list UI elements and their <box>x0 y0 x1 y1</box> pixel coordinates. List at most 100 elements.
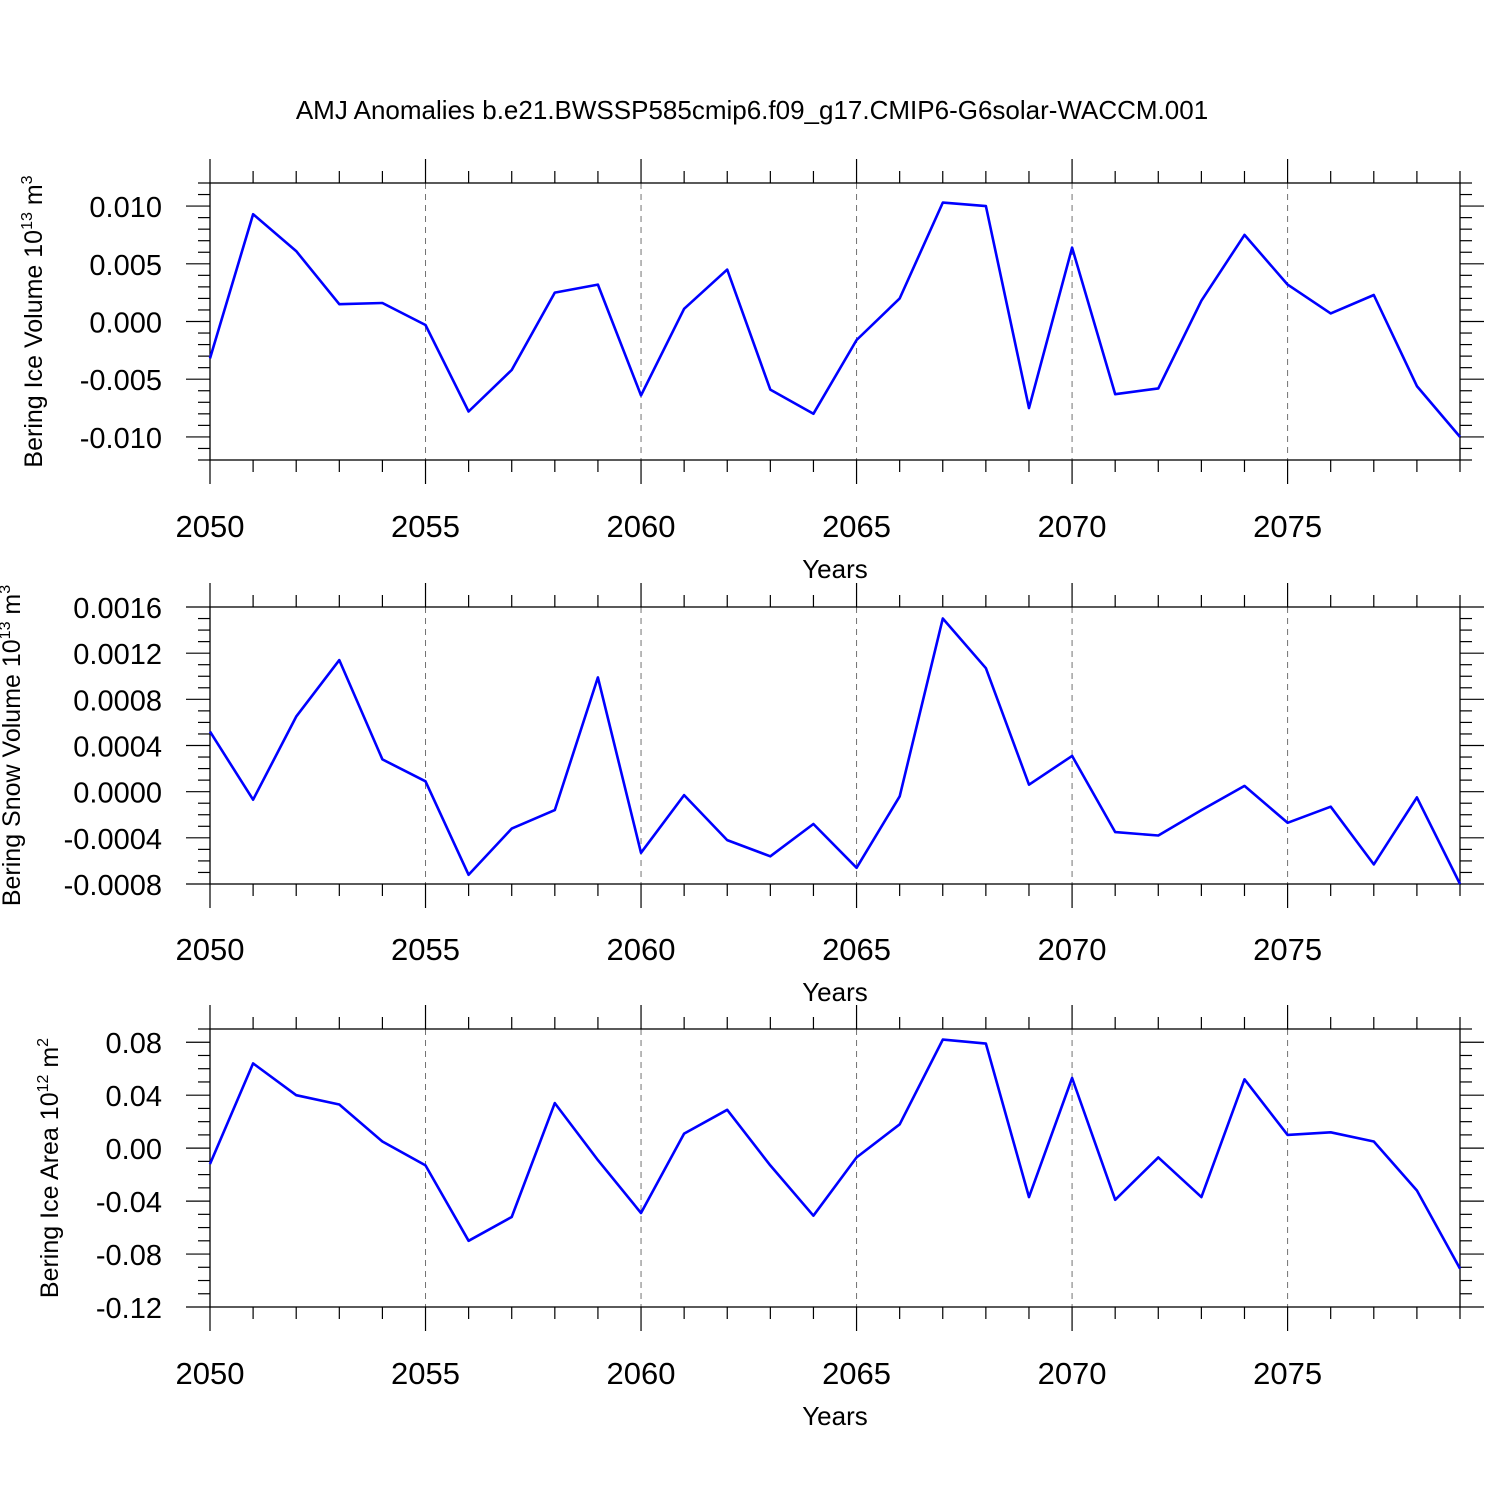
y-tick-label: 0.08 <box>106 1028 162 1060</box>
data-point <box>1286 1133 1290 1137</box>
data-point <box>596 283 600 287</box>
data-point <box>424 1163 428 1167</box>
y-tick-label: 0.000 <box>89 308 162 340</box>
y-axis-label-ylabel-unit-exp: 3 <box>19 175 36 184</box>
data-point <box>337 658 341 662</box>
data-point <box>294 249 298 253</box>
data-point <box>1415 384 1419 388</box>
data-point <box>855 866 859 870</box>
y-tick-label: -0.04 <box>96 1187 162 1219</box>
data-point <box>898 296 902 300</box>
data-point <box>553 1101 557 1105</box>
data-point <box>208 356 212 360</box>
data-point <box>941 201 945 205</box>
y-tick-label: 0.0008 <box>73 685 162 717</box>
y-axis-label-ylabel-exp: 12 <box>35 1074 52 1092</box>
x-axis-label: Years <box>802 554 868 584</box>
x-tick-label: 2060 <box>607 932 676 967</box>
data-point <box>1199 299 1203 303</box>
data-point <box>1113 830 1117 834</box>
data-point <box>424 323 428 327</box>
data-point <box>424 779 428 783</box>
x-tick-label: 2050 <box>176 1356 245 1391</box>
data-point <box>553 291 557 295</box>
data-point <box>1286 821 1290 825</box>
data-point <box>1199 808 1203 812</box>
data-point <box>1415 795 1419 799</box>
data-point <box>208 1162 212 1166</box>
y-tick-label: -0.005 <box>80 365 162 397</box>
data-point <box>811 1214 815 1218</box>
data-point <box>1329 1130 1333 1134</box>
y-axis-label-ylabel-unit-exp: 2 <box>35 1038 52 1047</box>
x-tick-label: 2050 <box>176 509 245 544</box>
plot-frame <box>209 606 1461 885</box>
data-point <box>251 1061 255 1065</box>
y-axis-label: Bering Snow Volume 1013 m3 <box>0 585 26 906</box>
data-point <box>1027 406 1031 410</box>
data-point <box>1027 1195 1031 1199</box>
data-point <box>639 851 643 855</box>
data-point <box>768 1163 772 1167</box>
data-point <box>984 666 988 670</box>
y-tick-label: -0.0004 <box>64 824 162 856</box>
x-tick-label: 2070 <box>1038 509 1107 544</box>
data-point <box>898 1122 902 1126</box>
data-point <box>467 1239 471 1243</box>
y-tick-label: -0.0008 <box>64 870 162 902</box>
x-tick-label: 2070 <box>1038 932 1107 967</box>
data-point <box>1329 805 1333 809</box>
y-axis-label-ylabel: Bering Ice Volume 10 <box>20 230 48 468</box>
data-point <box>639 1211 643 1215</box>
y-tick-label: 0.005 <box>89 250 162 282</box>
x-tick-label: 2075 <box>1253 1356 1322 1391</box>
y-tick-label: 0.0016 <box>73 593 162 625</box>
data-point <box>467 410 471 414</box>
data-point <box>984 204 988 208</box>
x-tick-label: 2075 <box>1253 932 1322 967</box>
x-tick-label: 2070 <box>1038 1356 1107 1391</box>
data-point <box>1027 783 1031 787</box>
series-line <box>208 1038 1462 1270</box>
x-tick-label: 2065 <box>822 932 891 967</box>
y-tick-label: 0.0012 <box>73 639 162 671</box>
data-point <box>1458 882 1462 886</box>
panel-3: -0.12 -0.08 -0.04 0.00 0.04 0.08 2050 2055 2060 2… <box>35 1005 1484 1431</box>
data-point <box>208 730 212 734</box>
data-point <box>596 1158 600 1162</box>
data-point <box>639 393 643 397</box>
data-point <box>855 1155 859 1159</box>
y-axis-label-ylabel-unit-exp: 3 <box>0 585 14 594</box>
data-point <box>596 675 600 679</box>
x-tick-label: 2065 <box>822 509 891 544</box>
data-point <box>768 388 772 392</box>
x-tick-label: 2065 <box>822 1356 891 1391</box>
x-axis-label: Years <box>802 1401 868 1431</box>
data-point <box>1070 1076 1074 1080</box>
plot-frame <box>209 1028 1461 1308</box>
data-point <box>510 827 514 831</box>
data-point <box>811 412 815 416</box>
data-point <box>1458 435 1462 439</box>
x-tick-label: 2060 <box>607 1356 676 1391</box>
data-point <box>725 838 729 842</box>
y-axis-label-ylabel-unit: m <box>20 184 48 212</box>
x-tick-label: 2055 <box>391 1356 460 1391</box>
data-point <box>682 307 686 311</box>
data-point <box>682 1132 686 1136</box>
data-point <box>725 1108 729 1112</box>
data-point <box>1113 1198 1117 1202</box>
data-point <box>1329 311 1333 315</box>
data-point <box>251 798 255 802</box>
y-tick-label: 0.010 <box>89 192 162 224</box>
y-axis-label: Bering Ice Area 1012 m2 <box>35 1038 64 1298</box>
data-point <box>337 1102 341 1106</box>
data-point <box>1286 283 1290 287</box>
panel-1: -0.010 -0.005 0.000 0.005 0.010 2050 2055 2060 2… <box>19 159 1484 584</box>
data-point <box>682 793 686 797</box>
data-point <box>553 808 557 812</box>
data-point <box>1372 1140 1376 1144</box>
data-point <box>1415 1189 1419 1193</box>
data-point <box>510 368 514 372</box>
